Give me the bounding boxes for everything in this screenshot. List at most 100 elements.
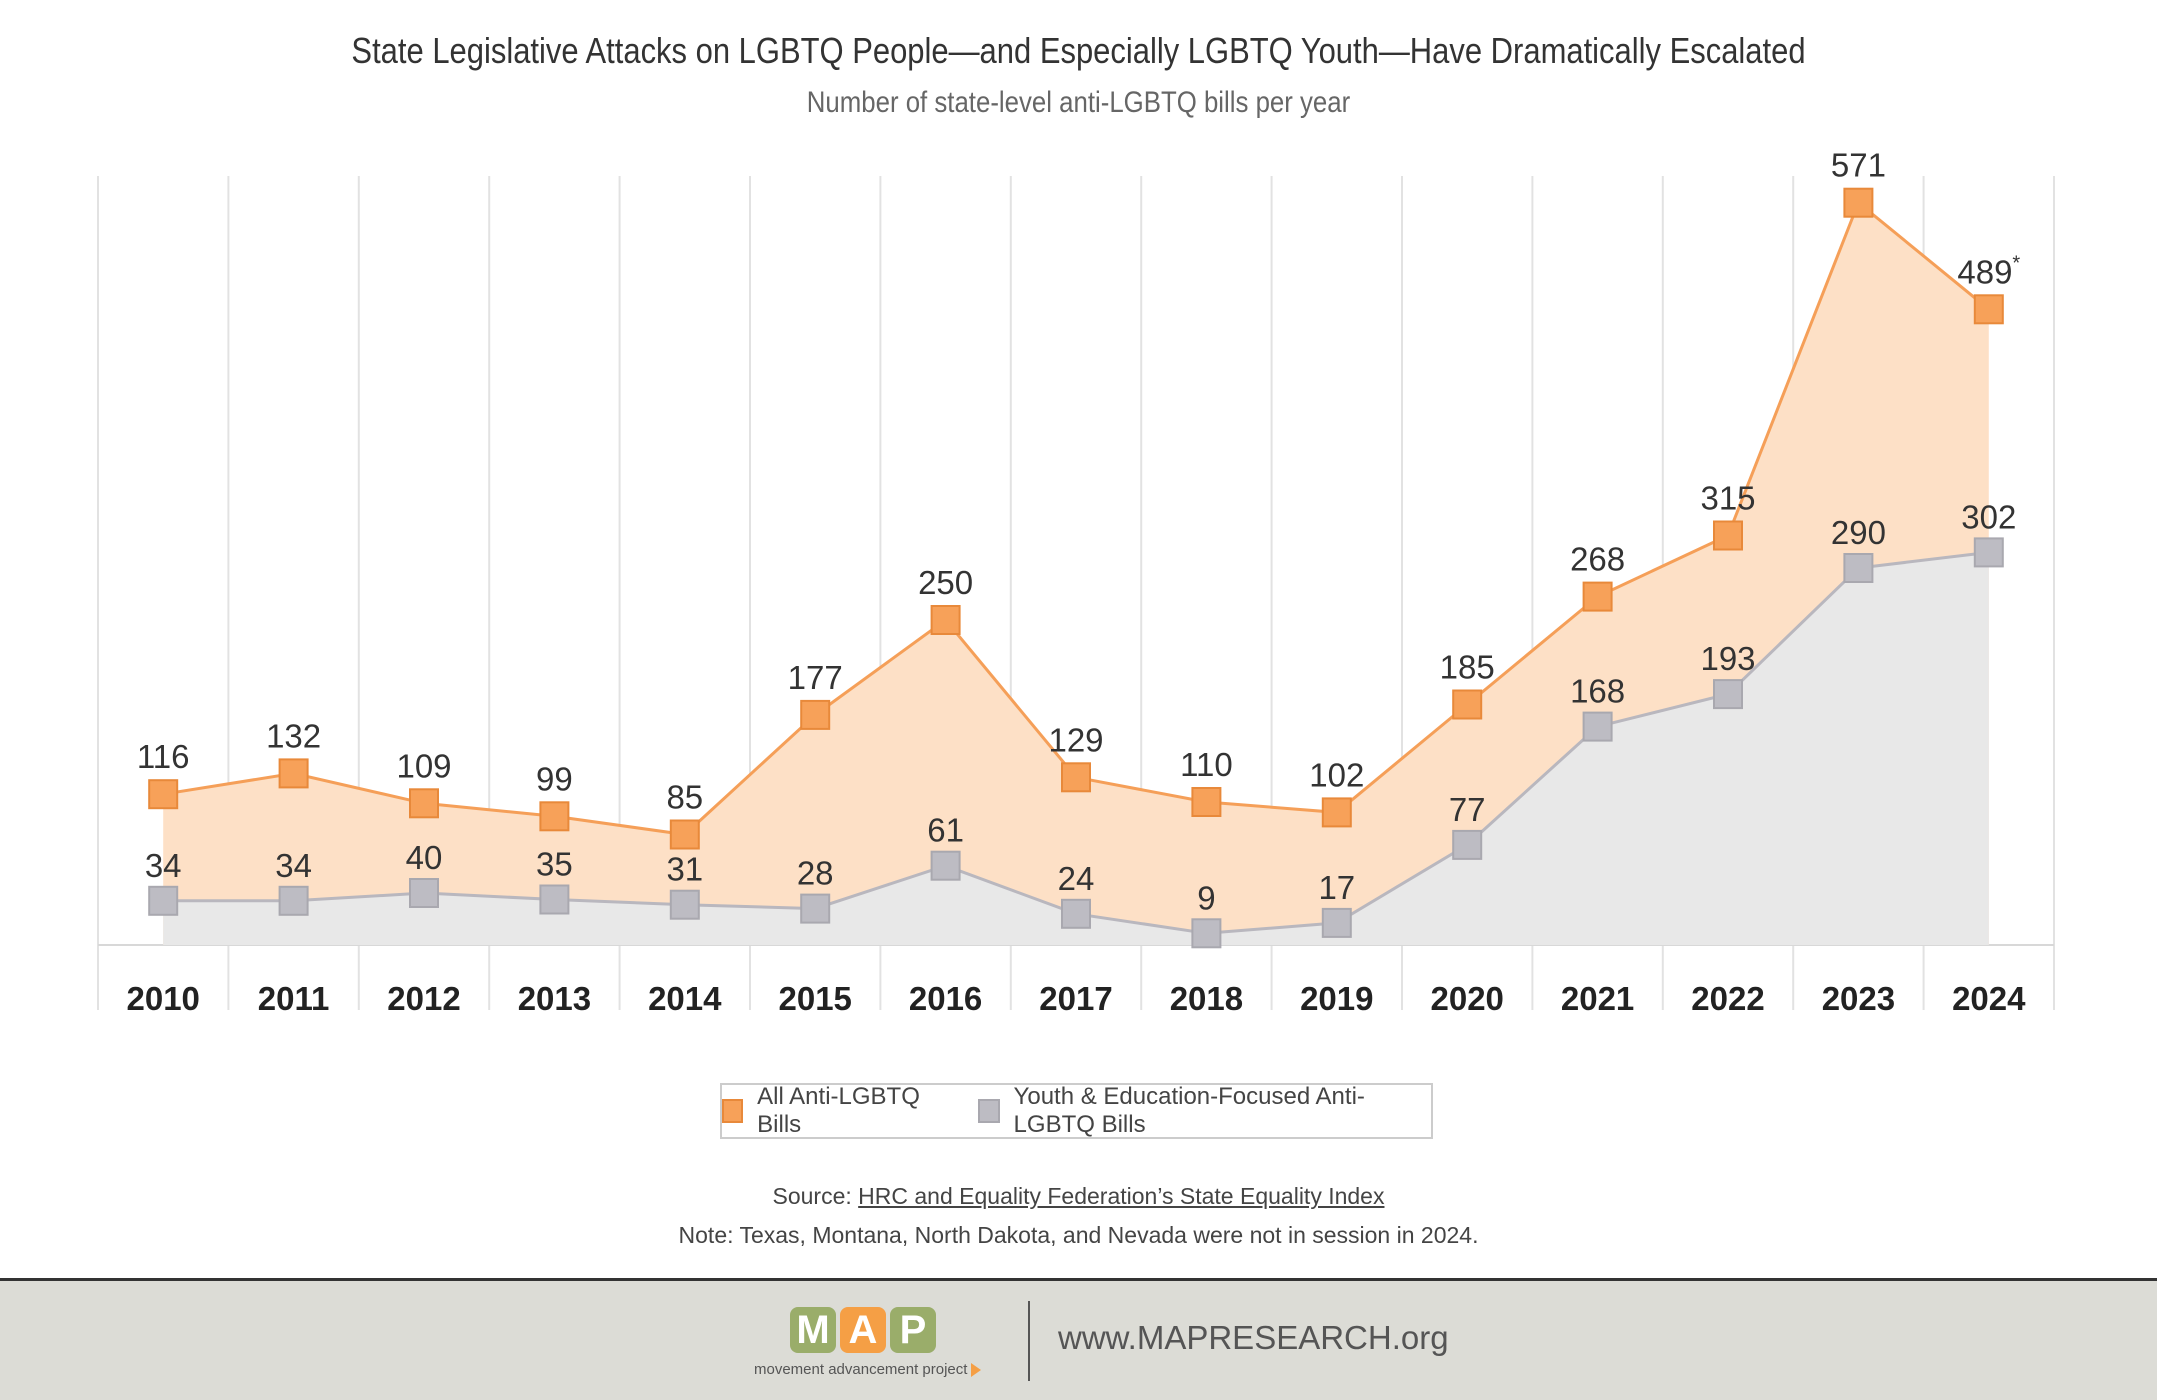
marker-youth-2011: [278, 885, 309, 916]
marker-all-2019: [1321, 797, 1352, 828]
source-link[interactable]: HRC and Equality Federation’s State Equa…: [858, 1183, 1385, 1209]
chart-plot: 116 132 109 99 85 177 250 129 110 102 185 268 315 571…: [97, 147, 2055, 1017]
x-tick-2017: 2017: [1039, 980, 1112, 1017]
marker-all-2014: [669, 819, 700, 850]
data-label-all-2011: 132: [266, 717, 321, 754]
map-logo[interactable]: M A P movement advancement project: [752, 1307, 1002, 1387]
marker-all-2024: [1973, 294, 2004, 325]
data-label-youth-2021: 168: [1570, 673, 1625, 710]
play-arrow-icon: [971, 1363, 982, 1378]
marker-youth-2013: [539, 884, 570, 915]
marker-all-2012: [409, 788, 439, 819]
data-label-youth-2018: 9: [1197, 879, 1215, 916]
x-tick-2015: 2015: [778, 980, 851, 1017]
marker-all-2010: [148, 779, 179, 810]
data-label-youth-2024: 302: [1961, 498, 2016, 535]
chart-subtitle: Number of state-level anti-LGBTQ bills p…: [806, 86, 1351, 119]
data-label-youth-2010: 34: [145, 847, 182, 884]
footer-divider: [1028, 1301, 1030, 1381]
data-label-all-2021: 268: [1570, 541, 1625, 578]
data-label-youth-2017: 24: [1058, 860, 1095, 897]
marker-all-2011: [278, 758, 309, 789]
data-label-youth-2015: 28: [797, 855, 834, 892]
marker-youth-2022: [1713, 679, 1743, 710]
chart-note: Note: Texas, Montana, North Dakota, and …: [678, 1222, 1479, 1248]
marker-all-2020: [1452, 689, 1483, 720]
data-label-all-2013: 99: [536, 760, 573, 797]
marker-all-2018: [1191, 787, 1222, 817]
data-label-all-2017: 129: [1048, 721, 1103, 758]
data-label-youth-2012: 40: [406, 839, 443, 876]
data-label-all-2022: 315: [1700, 480, 1755, 517]
legend-swatch-youth: [978, 1099, 1000, 1123]
logo-letter-a: A: [840, 1307, 886, 1353]
data-label-youth-2013: 35: [536, 846, 573, 883]
x-tick-2012: 2012: [387, 980, 460, 1017]
data-label-all-2023: 571: [1831, 147, 1886, 184]
marker-all-2022: [1713, 520, 1743, 551]
x-tick-2018: 2018: [1170, 980, 1243, 1017]
x-tick-2023: 2023: [1822, 980, 1895, 1017]
x-tick-2010: 2010: [126, 980, 199, 1017]
x-tick-2014: 2014: [648, 980, 722, 1017]
data-label-all-2018: 110: [1180, 746, 1233, 783]
area-all-bills: [163, 202, 1989, 945]
data-label-youth-2019: 17: [1318, 869, 1355, 906]
data-label-youth-2016: 61: [927, 812, 964, 849]
marker-youth-2024: [1973, 537, 2004, 568]
x-tick-2016: 2016: [909, 980, 982, 1017]
data-label-youth-2022: 193: [1700, 640, 1755, 677]
website-link[interactable]: www.MAPRESEARCH.org: [1058, 1319, 1449, 1356]
data-label-youth-2011: 34: [275, 847, 312, 884]
data-label-youth-2023: 290: [1831, 514, 1886, 551]
marker-all-2023: [1843, 187, 1874, 218]
data-label-all-2016: 250: [918, 564, 973, 601]
logo-tagline: movement advancement project: [754, 1361, 982, 1378]
marker-all-2015: [800, 699, 831, 730]
area-youth-bills: [163, 552, 1989, 945]
marker-all-2016: [930, 605, 961, 635]
chart-legend: All Anti-LGBTQ Bills Youth & Education-F…: [720, 1083, 1433, 1139]
data-label-all-2012: 109: [396, 747, 451, 784]
data-label-all-2014: 85: [666, 779, 703, 816]
marker-all-2017: [1061, 762, 1091, 793]
legend-swatch-all: [722, 1099, 744, 1123]
source-line: Source: HRC and Equality Federation’s St…: [0, 1183, 2157, 1210]
legend-item-youth: Youth & Education-Focused Anti-LGBTQ Bil…: [978, 1083, 1431, 1139]
marker-youth-2014: [669, 889, 700, 920]
x-tick-2020: 2020: [1430, 980, 1503, 1017]
marker-youth-2017: [1061, 898, 1091, 929]
marker-youth-2019: [1321, 907, 1352, 938]
data-label-youth-2020: 77: [1449, 791, 1486, 828]
marker-youth-2012: [409, 878, 439, 908]
x-tick-2013: 2013: [518, 980, 591, 1017]
data-label-all-2024: 489*: [1957, 252, 2020, 290]
logo-letter-m: M: [790, 1307, 836, 1353]
data-label-all-2015: 177: [788, 659, 843, 696]
data-label-youth-2014: 31: [666, 851, 703, 888]
source-prefix: Source:: [772, 1183, 859, 1209]
legend-label-all: All Anti-LGBTQ Bills: [757, 1083, 920, 1138]
marker-all-2021: [1582, 581, 1613, 612]
legend-label-youth: Youth & Education-Focused Anti-LGBTQ Bil…: [1013, 1083, 1365, 1138]
marker-all-2013: [539, 801, 570, 832]
chart-title: State Legislative Attacks on LGBTQ Peopl…: [351, 30, 1806, 71]
x-tick-2022: 2022: [1691, 980, 1764, 1017]
marker-youth-2021: [1582, 711, 1613, 742]
marker-youth-2010: [148, 885, 179, 916]
data-label-all-2019: 102: [1309, 756, 1364, 793]
marker-youth-2016: [930, 850, 961, 881]
x-tick-2021: 2021: [1561, 980, 1634, 1017]
marker-youth-2018: [1191, 918, 1222, 949]
marker-youth-2023: [1843, 553, 1874, 583]
data-label-all-2010: 116: [137, 738, 190, 775]
footer-bar: M A P movement advancement project www.M…: [0, 1278, 2157, 1400]
legend-item-all: All Anti-LGBTQ Bills: [722, 1083, 940, 1139]
data-label-all-2020: 185: [1440, 649, 1495, 686]
marker-youth-2015: [800, 893, 831, 924]
x-tick-2011: 2011: [258, 980, 330, 1017]
x-tick-2024: 2024: [1952, 980, 2026, 1017]
marker-youth-2020: [1452, 829, 1483, 860]
x-tick-2019: 2019: [1300, 980, 1373, 1017]
logo-letter-p: P: [890, 1307, 936, 1353]
